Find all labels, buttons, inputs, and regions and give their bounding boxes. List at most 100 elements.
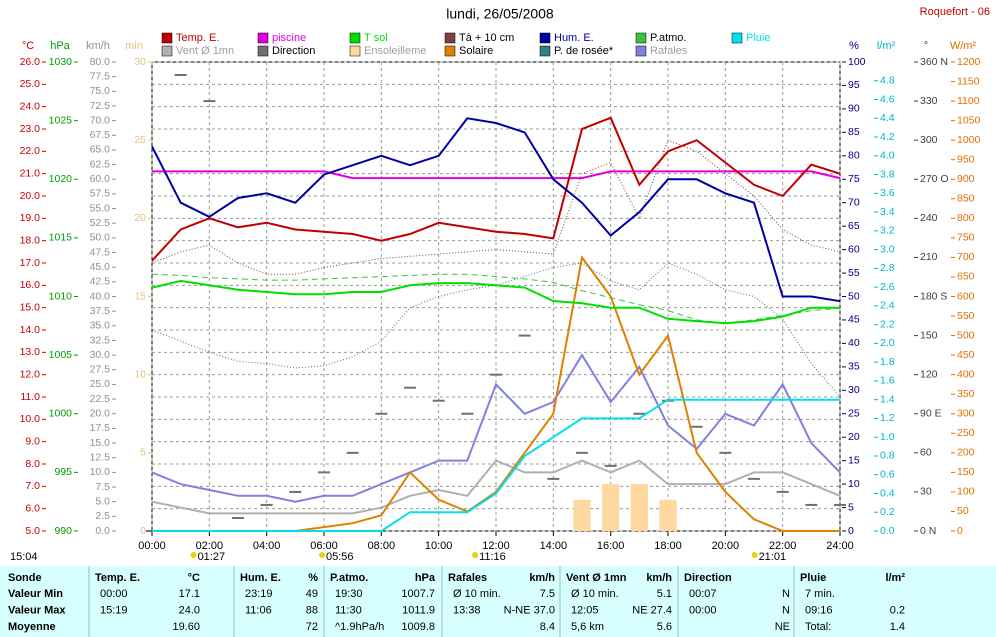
y-tick-label: 1100 [957, 95, 980, 107]
y-tick-label: 4.6 [880, 93, 895, 105]
table-unit: °C [188, 572, 200, 584]
table-cell: 19.60 [172, 621, 200, 633]
table-cell: 1011.9 [402, 604, 435, 616]
y-tick-label: 50 [957, 505, 969, 517]
y-tick-label: 1.0 [880, 431, 895, 443]
y-tick-label: 45 [848, 314, 860, 326]
legend-swatch [257, 32, 269, 44]
y-tick-label: 90 [848, 103, 860, 115]
y-tick-label: 9.0 [25, 435, 40, 447]
table-cell: 1009.8 [401, 621, 435, 633]
y-tick-label: 75.0 [90, 85, 111, 97]
table-cell: Total: [805, 621, 831, 633]
table-unit: % [308, 572, 318, 584]
y-tick-label: 15.0 [20, 301, 41, 313]
y-tick-label: 20.0 [20, 190, 41, 202]
y-tick-label: 3.8 [880, 168, 895, 180]
legend-label: Tà + 10 cm [459, 32, 514, 44]
y-tick-label: 1.8 [880, 356, 895, 368]
y-tick-label: 5.0 [95, 495, 110, 507]
y-tick-label: 20.0 [90, 408, 111, 420]
y-tick-label: 350 [957, 388, 975, 400]
table-cell: 13:38 [453, 604, 481, 616]
legend-swatch [635, 45, 647, 57]
legend-swatch [635, 32, 647, 44]
y-tick-label: 10 [848, 478, 860, 490]
series-line [151, 117, 841, 303]
y-tick-label: 800 [957, 212, 975, 224]
y-tick-label: 1000 [49, 408, 73, 420]
table-cell: 5.1 [657, 588, 672, 600]
y-tick-label: 1050 [957, 114, 981, 126]
y-tick-label: 300 [957, 408, 975, 420]
series-line [152, 398, 840, 532]
y-tick-label: 0.0 [880, 525, 895, 537]
y-tick-label: 32.5 [90, 334, 111, 346]
x-tick-label: 06:00 [310, 540, 338, 552]
y-tick-label: 950 [957, 153, 975, 165]
y-tick-label: 4.2 [880, 131, 895, 143]
axis-unit: km/h [86, 40, 110, 52]
y-tick-label: 17.5 [90, 422, 111, 434]
table-cell: 09:16 [805, 604, 833, 616]
annotation-marker [318, 552, 325, 558]
y-tick-label: 5 [848, 501, 854, 513]
table-cell: 17.1 [179, 588, 200, 600]
y-tick-label: 0.8 [880, 450, 895, 462]
legend-label: P. de rosée* [554, 45, 614, 57]
table-cell: 19:30 [335, 588, 363, 600]
y-tick-label: 77.5 [90, 70, 111, 82]
table-unit: l/m² [885, 572, 905, 584]
bar [630, 484, 648, 531]
y-tick-label: 1010 [49, 290, 73, 302]
y-tick-label: 250 [957, 427, 975, 439]
x-tick-label: 24:00 [826, 540, 854, 552]
x-tick-label: 02:00 [196, 540, 224, 552]
x-tick-label: 08:00 [368, 540, 396, 552]
y-tick-label: 1.2 [880, 412, 895, 424]
y-tick-label: 90 E [920, 408, 942, 420]
table-unit: hPa [415, 572, 436, 584]
table-header: Vent Ø 1mn [566, 572, 627, 584]
table-cell: Ø 10 min. [453, 588, 501, 600]
y-tick-label: 6.0 [25, 502, 40, 514]
chart-title: lundi, 26/05/2008 [446, 6, 554, 22]
y-tick-label: 80 [848, 150, 860, 162]
y-tick-label: 25.0 [20, 78, 41, 90]
table-cell: 11:30 [335, 604, 362, 616]
table-cell: 7.5 [540, 588, 555, 600]
y-tick-label: 180 S [920, 290, 947, 302]
legend-label: Hum. E. [554, 32, 594, 44]
y-tick-label: 62.5 [90, 158, 111, 170]
y-tick-label: 10.0 [20, 413, 41, 425]
table-cell: 5,6 km [571, 621, 604, 633]
y-tick-label: 25 [134, 134, 146, 146]
y-tick-label: 1025 [49, 114, 73, 126]
y-tick-label: 42.5 [90, 276, 111, 288]
table-cell: 88 [306, 604, 318, 616]
table-cell: 72 [306, 621, 318, 633]
y-tick-label: 80.0 [90, 56, 111, 68]
y-tick-label: 8.0 [25, 458, 40, 470]
y-tick-label: 750 [957, 232, 975, 244]
y-tick-label: 3.0 [880, 243, 895, 255]
annotation-label: 11:16 [479, 551, 506, 563]
table-cell: 49 [306, 588, 318, 600]
y-tick-label: 450 [957, 349, 975, 361]
y-tick-label: 2.8 [880, 262, 895, 274]
y-tick-label: 25.0 [90, 378, 111, 390]
y-tick-label: 60 [920, 447, 932, 459]
axis-unit: min [125, 40, 143, 52]
legend-swatch [444, 32, 456, 44]
x-tick-label: 14:00 [540, 540, 568, 552]
legend-label: Ensoleilleme [364, 45, 426, 57]
legend-swatch [731, 32, 743, 44]
table-cell: 1.4 [890, 621, 905, 633]
y-tick-label: 100 [957, 486, 975, 498]
y-tick-label: 1200 [957, 56, 981, 68]
y-tick-label: 22.0 [20, 145, 41, 157]
y-tick-label: 45.0 [90, 261, 111, 273]
legend-swatch [349, 32, 361, 44]
table-cell: 8.4 [540, 621, 555, 633]
